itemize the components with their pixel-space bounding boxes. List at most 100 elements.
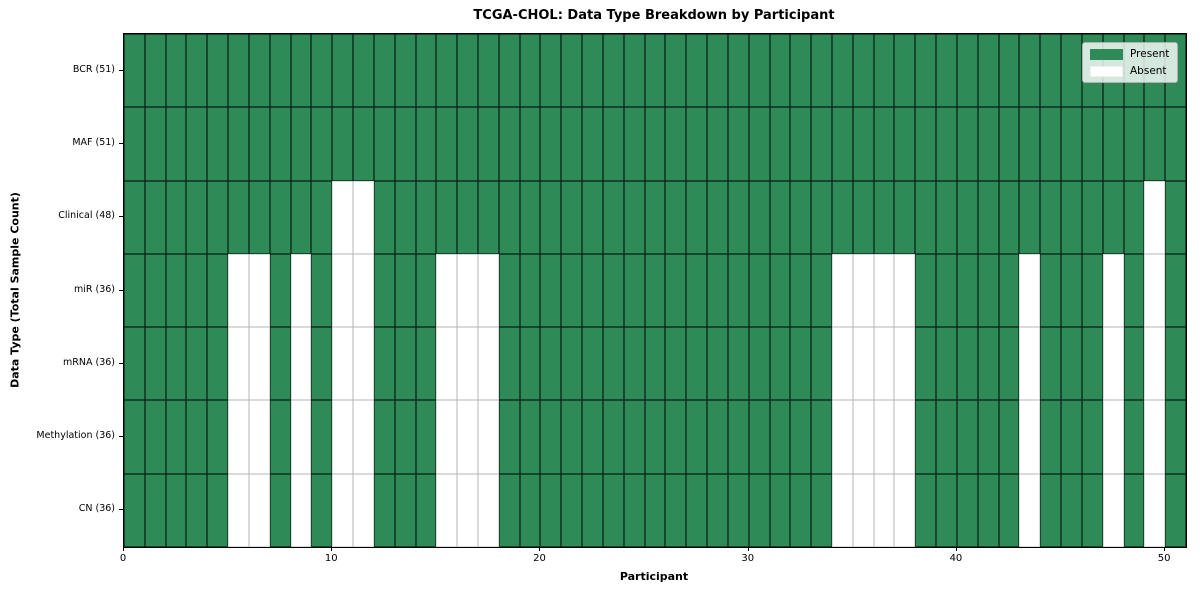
- heatmap-cell: [832, 400, 853, 474]
- heatmap-cell: [498, 473, 520, 547]
- heatmap-cell: [1040, 327, 1062, 401]
- heatmap-cell: [457, 180, 478, 254]
- heatmap-cell: [394, 34, 416, 108]
- heatmap-cell: [394, 327, 416, 401]
- heatmap-cell: [457, 327, 478, 401]
- heatmap-cell: [998, 400, 1020, 474]
- heatmap-cell: [623, 400, 645, 474]
- heatmap-cell: [415, 327, 437, 401]
- heatmap-cell: [165, 34, 187, 108]
- heatmap-cell: [790, 107, 812, 181]
- heatmap-cell: [998, 253, 1020, 328]
- heatmap-cell: [1040, 180, 1062, 254]
- legend-item-present: Present: [1090, 48, 1170, 60]
- heatmap-cell: [936, 180, 957, 254]
- heatmap-cell: [290, 253, 312, 328]
- heatmap-cell: [540, 34, 562, 108]
- heatmap-cell: [956, 327, 978, 401]
- heatmap-cell: [540, 107, 562, 181]
- heatmap-cell: [1102, 180, 1124, 254]
- heatmap-cell: [373, 107, 395, 181]
- heatmap-cell: [790, 400, 812, 474]
- heatmap-cell: [290, 180, 312, 254]
- heatmap-cell: [269, 253, 291, 328]
- heatmap-cell: [186, 473, 208, 547]
- heatmap-cell: [811, 253, 832, 328]
- x-tick-mark: [539, 547, 541, 551]
- heatmap-cell: [436, 327, 458, 401]
- y-tick-label: mRNA (36): [63, 356, 115, 368]
- heatmap-cell: [769, 107, 791, 181]
- x-tick-mark: [955, 547, 957, 551]
- heatmap-cell: [1040, 473, 1062, 547]
- heatmap-cell: [686, 327, 708, 401]
- heatmap-cell: [436, 34, 458, 108]
- heatmap-cell: [790, 253, 812, 328]
- heatmap-cell: [1102, 327, 1124, 401]
- heatmap-cell: [748, 327, 770, 401]
- heatmap-cell: [1102, 473, 1124, 547]
- heatmap-cell: [1040, 400, 1062, 474]
- heatmap-cell: [1165, 253, 1186, 328]
- heatmap-cell: [207, 473, 229, 547]
- y-tick-mark: [119, 362, 123, 364]
- heatmap-cell: [1123, 107, 1145, 181]
- heatmap-cell: [707, 107, 728, 181]
- heatmap-cell: [665, 107, 687, 181]
- heatmap-cell: [144, 107, 166, 181]
- heatmap-cell: [998, 327, 1020, 401]
- heatmap-cell: [457, 253, 478, 328]
- heatmap-cell: [1144, 400, 1166, 474]
- heatmap-cell: [269, 107, 291, 181]
- heatmap-cell: [873, 107, 895, 181]
- heatmap-cell: [748, 253, 770, 328]
- heatmap-cell: [748, 34, 770, 108]
- heatmap-cell: [582, 34, 603, 108]
- heatmap-cell: [415, 180, 437, 254]
- x-tick-mark: [331, 547, 333, 551]
- heatmap-cell: [665, 400, 687, 474]
- heatmap-cell: [936, 107, 957, 181]
- heatmap-cell: [519, 473, 541, 547]
- heatmap-cell: [769, 327, 791, 401]
- heatmap-cell: [873, 327, 895, 401]
- heatmap-cell: [1144, 180, 1166, 254]
- heatmap-cell: [644, 180, 666, 254]
- heatmap-cell: [915, 400, 937, 474]
- heatmap-cell: [353, 473, 374, 547]
- heatmap-cell: [707, 180, 728, 254]
- heatmap-cell: [269, 327, 291, 401]
- heatmap-cell: [873, 180, 895, 254]
- x-tick-label: 40: [949, 553, 963, 564]
- heatmap-cell: [1061, 34, 1082, 108]
- heatmap-cell: [1102, 107, 1124, 181]
- heatmap-cell: [852, 253, 874, 328]
- heatmap-cell: [1081, 400, 1103, 474]
- heatmap-cell: [165, 107, 187, 181]
- heatmap-cell: [915, 107, 937, 181]
- heatmap-cell: [811, 107, 832, 181]
- heatmap-cell: [832, 253, 853, 328]
- heatmap-cell: [269, 180, 291, 254]
- heatmap-cell: [561, 400, 583, 474]
- heatmap-cell: [540, 327, 562, 401]
- plot-area: [123, 33, 1187, 548]
- heatmap-cell: [436, 180, 458, 254]
- heatmap-cell: [248, 107, 270, 181]
- heatmap-cell: [478, 34, 499, 108]
- heatmap-cell: [998, 107, 1020, 181]
- heatmap-cell: [811, 180, 832, 254]
- heatmap-cell: [186, 327, 208, 401]
- x-tick-label: 10: [324, 553, 338, 564]
- heatmap-cell: [998, 34, 1020, 108]
- legend-label: Present: [1130, 48, 1170, 60]
- heatmap-cell: [519, 34, 541, 108]
- heatmap-cell: [582, 473, 603, 547]
- heatmap-cell: [790, 327, 812, 401]
- heatmap-cell: [582, 400, 603, 474]
- heatmap-cell: [727, 253, 749, 328]
- heatmap-cell: [415, 253, 437, 328]
- heatmap-cell: [457, 473, 478, 547]
- heatmap-cell: [686, 180, 708, 254]
- heatmap-cell: [811, 327, 832, 401]
